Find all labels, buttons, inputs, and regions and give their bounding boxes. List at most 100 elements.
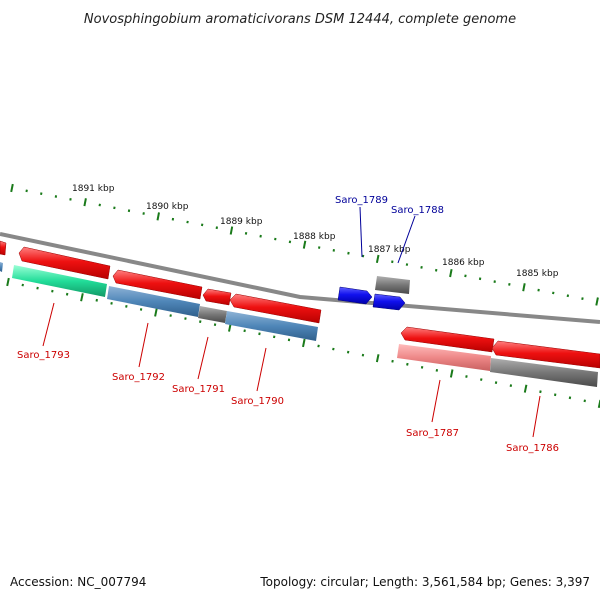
kbp-label-1886: 1886 kbp (442, 258, 485, 268)
inner-tick-mark (346, 350, 350, 354)
genome-backbone (0, 232, 600, 324)
outer-tick-mark (186, 220, 189, 224)
outer-tick-mark (40, 192, 43, 196)
inner-tick-mark (480, 378, 483, 381)
gene-label-saro-1787[interactable]: Saro_1787 (406, 428, 459, 439)
outer-tick-mark (581, 297, 584, 301)
outer-tick-mark (142, 212, 145, 215)
outer-tick-mark (361, 254, 365, 258)
leader-line-saro-1792 (138, 322, 149, 368)
feature-bar-saro-1786[interactable] (490, 358, 598, 387)
leader-line-saro-1789 (359, 206, 363, 258)
gene-label-saro-1786[interactable]: Saro_1786 (506, 443, 559, 454)
gene-label-saro-1793[interactable]: Saro_1793 (17, 350, 70, 361)
outer-tick-mark (508, 282, 511, 286)
inner-tick-mark (317, 344, 320, 348)
feature-bar-saro-1787[interactable] (397, 344, 491, 371)
gene-label-saro-1790[interactable]: Saro_1790 (231, 396, 284, 407)
leader-line-saro-1787 (431, 379, 441, 423)
gene-arrows-forward (0, 240, 600, 369)
inner-tick-mark (302, 338, 306, 348)
leader-line-saro-1793 (42, 302, 55, 347)
gene-arrow-saro-1794[interactable] (0, 240, 7, 256)
map-title: Novosphingobium aromaticivorans DSM 1244… (84, 12, 516, 27)
gene-label-saro-1792[interactable]: Saro_1792 (112, 372, 165, 383)
inner-tick-mark (184, 317, 187, 320)
gene-arrow-saro-1790[interactable] (229, 293, 322, 324)
gene-arrow-saro-1789[interactable] (337, 286, 373, 305)
outer-tick-mark (156, 212, 160, 221)
inner-tick-mark (449, 369, 454, 378)
outer-tick-mark (244, 231, 248, 235)
label-leader-lines (42, 206, 541, 438)
inner-tick-mark (36, 286, 39, 290)
outer-tick-mark (98, 203, 101, 207)
outer-tick-mark (259, 234, 262, 238)
gene-arrow-saro-1792[interactable] (112, 269, 203, 300)
leader-line-saro-1786 (532, 395, 541, 438)
outer-tick-mark (10, 183, 14, 193)
inner-tick-mark (21, 283, 24, 287)
outer-tick-mark (302, 240, 307, 249)
gene-arrow-saro-1793[interactable] (18, 246, 111, 280)
feature-bars (0, 262, 598, 387)
outer-tick-mark (25, 189, 28, 193)
gene-arrow-saro-1791[interactable] (202, 288, 232, 306)
inner-tick-mark (228, 323, 232, 332)
inner-tick-mark (494, 381, 498, 385)
feature-bar-saro-1793[interactable] (12, 265, 107, 297)
inner-tick-mark (51, 289, 54, 293)
outer-tick-mark (288, 240, 292, 244)
inner-tick-mark (523, 384, 528, 393)
inner-tick-mark (95, 298, 98, 302)
outer-tick-mark (522, 283, 526, 292)
inner-tick-mark (243, 329, 246, 333)
inner-tick-mark (391, 359, 394, 363)
inner-tick-mark (110, 301, 113, 305)
inner-tick-mark (583, 399, 586, 403)
outer-tick-mark (405, 263, 409, 266)
inner-tick-mark (568, 396, 572, 400)
outer-tick-mark (449, 269, 453, 278)
feature-bar-saro-1792[interactable] (107, 286, 200, 317)
inner-tick-mark (169, 314, 172, 317)
kbp-label-1889: 1889 kbp (220, 217, 263, 227)
inner-tick-mark (65, 292, 69, 296)
gene-arrow-saro-1786[interactable] (491, 340, 600, 369)
outer-tick-mark (200, 223, 204, 227)
kbp-label-1887: 1887 kbp (368, 245, 411, 255)
feature-bar-saro-1791[interactable] (198, 306, 227, 323)
outer-tick-mark (375, 254, 380, 264)
outer-tick-mark (229, 226, 234, 235)
kbp-label-1890: 1890 kbp (146, 202, 189, 212)
outer-tick-mark (420, 265, 423, 269)
outer-tick-mark (347, 251, 350, 255)
kbp-label-1885: 1885 kbp (516, 269, 559, 279)
inner-tick-mark (406, 362, 409, 366)
feature-bar-saro-1790[interactable] (225, 311, 318, 341)
gene-label-saro-1789[interactable]: Saro_1789 (335, 195, 388, 206)
inner-tick-mark (435, 368, 439, 372)
outer-tick-track (10, 183, 599, 306)
gene-label-saro-1791[interactable]: Saro_1791 (172, 384, 225, 395)
inner-tick-mark (375, 354, 380, 363)
inner-tick-mark (332, 347, 335, 351)
outer-tick-mark (595, 297, 599, 306)
topology-text: Topology: circular; Length: 3,561,584 bp… (259, 575, 590, 589)
kbp-label-1888: 1888 kbp (293, 232, 336, 242)
inner-tick-mark (6, 277, 10, 287)
inner-tick-mark (509, 384, 513, 388)
gene-arrow-saro-1788[interactable] (372, 293, 406, 311)
inner-tick-track (6, 277, 600, 409)
outer-tick-mark (566, 294, 570, 298)
inner-tick-mark (361, 353, 365, 357)
inner-tick-mark (199, 320, 202, 324)
inner-tick-mark (125, 304, 128, 308)
inner-tick-mark (258, 332, 261, 336)
feature-bar-saro-1788[interactable] (375, 276, 410, 294)
gene-arrow-saro-1787[interactable] (400, 326, 495, 353)
inner-tick-mark (539, 390, 542, 394)
gene-label-saro-1788[interactable]: Saro_1788 (391, 205, 444, 216)
inner-tick-mark (213, 323, 217, 327)
